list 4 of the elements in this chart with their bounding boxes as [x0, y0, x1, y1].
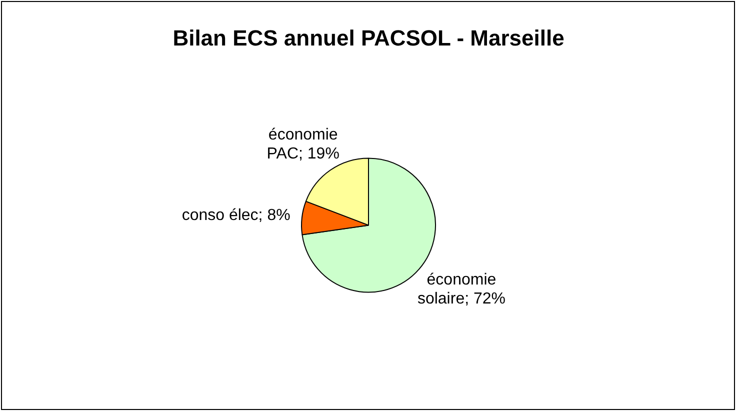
slice-label: conso élec; 8% — [182, 206, 290, 224]
slice-label: économie solaire; 72% — [417, 271, 506, 308]
chart-title: Bilan ECS annuel PACSOL - Marseille — [172, 25, 564, 50]
slice-label: économie PAC; 19% — [266, 126, 340, 162]
